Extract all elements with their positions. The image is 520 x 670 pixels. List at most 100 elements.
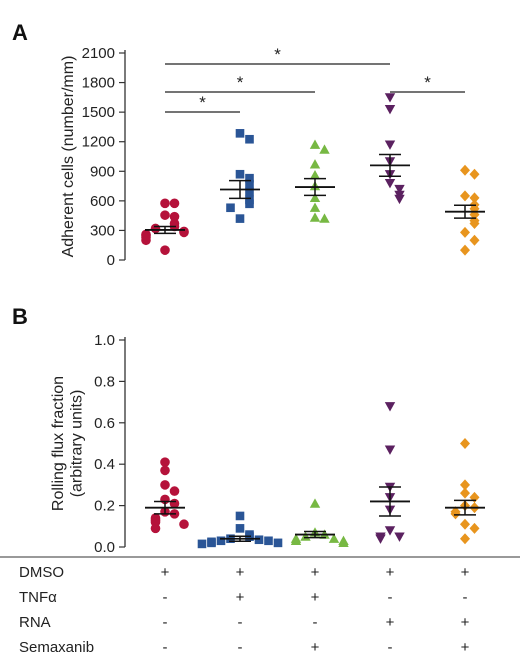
data-point [226,203,235,213]
data-point [384,93,396,103]
data-point [309,159,321,169]
condition-sign: + [461,614,470,631]
data-point [245,199,254,209]
data-point [375,534,386,544]
data-point [384,178,396,189]
data-point [328,533,340,543]
data-point [460,438,470,449]
condition-sign: - [313,614,318,631]
significance-star: * [199,93,206,112]
y-tick-label: 0.8 [94,373,115,390]
y-tick-label: 1500 [82,104,115,121]
significance-star: * [274,45,281,64]
data-point [150,223,161,234]
condition-label: RNA [19,614,51,631]
condition-sign: + [311,564,320,581]
data-point [160,457,170,467]
data-point [460,479,470,491]
data-point [460,226,470,238]
y-tick-label: 300 [90,222,115,239]
data-point [160,480,170,490]
panel-letter-b: B [12,304,28,329]
data-point [264,536,273,546]
data-point [169,211,180,222]
condition-sign: + [236,564,245,581]
data-point [160,210,170,220]
data-point [394,184,405,195]
data-point [235,169,245,179]
data-point [469,192,480,204]
data-point [245,173,254,183]
data-point [245,187,254,197]
y-axis-title: Rolling flux fraction(arbitrary units) [50,376,85,511]
condition-sign: - [238,639,243,656]
condition-label: DMSO [19,564,64,581]
data-point [290,535,302,545]
y-tick-label: 0.4 [94,456,115,473]
condition-label: TNFα [19,589,57,606]
condition-sign: + [236,589,245,606]
data-point [319,213,330,223]
data-point [460,518,470,530]
data-point [469,522,480,534]
data-point [384,445,396,455]
data-point [309,192,321,203]
data-point [309,212,321,222]
data-point [460,164,470,176]
data-point [384,140,396,150]
y-tick-label: 0 [107,252,115,269]
data-point [300,531,311,541]
data-point [460,533,470,545]
data-point [160,245,170,255]
condition-sign: - [238,614,243,631]
data-point [254,535,264,545]
data-point [469,168,480,180]
condition-sign: - [388,589,393,606]
condition-sign: - [163,589,168,606]
data-point [394,532,405,542]
data-point [338,537,349,548]
data-point [160,198,170,209]
data-point [309,498,321,508]
y-tick-label: 0.6 [94,415,115,432]
panel-b-chart: 0.0 0.2 0.4 0.6 0.8 1.0 Rolling flux fraction(… [50,332,485,556]
condition-sign: - [163,639,168,656]
condition-sign: + [386,614,395,631]
condition-sign: + [386,564,395,581]
data-point [197,539,207,549]
data-point [235,511,245,521]
condition-sign: - [388,639,393,656]
y-tick-label: 1200 [82,134,115,151]
y-tick-label: 1800 [82,75,115,92]
data-point [309,139,321,149]
significance-star: * [237,73,244,92]
condition-sign: - [463,589,468,606]
conditions-table: DMSO + + + + + TNFα - + + - - RNA - - - + + Semaxanib - - + - + [19,564,470,656]
data-point [150,523,161,534]
data-point [394,194,405,205]
data-point [273,538,283,548]
data-point [245,179,254,189]
condition-sign: - [163,614,168,631]
data-point [179,519,189,530]
data-point [460,487,470,499]
data-point [141,235,151,246]
data-point [384,402,396,412]
condition-sign: + [161,564,170,581]
data-point [169,486,180,496]
data-point [469,218,480,230]
y-tick-label: 0.2 [94,498,115,515]
y-axis-title: Adherent cells (number/mm) [60,56,77,258]
data-point [469,234,480,246]
significance-star: * [424,73,431,92]
panel-letter-a: A [12,20,28,45]
data-point [245,134,254,144]
data-point [235,524,245,533]
data-point [235,129,245,138]
condition-sign: + [461,564,470,581]
panel-a-chart: 0 300 600 900 1200 1500 1800 2100 Adherent cells… [60,45,485,269]
y-tick-label: 0.0 [94,539,115,556]
data-point [235,214,245,223]
data-point [216,536,226,546]
